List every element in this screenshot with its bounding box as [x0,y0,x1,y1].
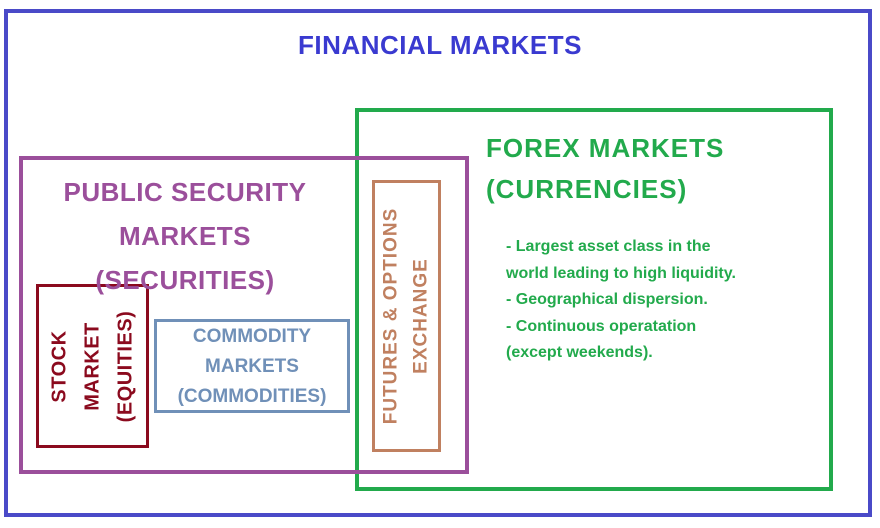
forex-bullet: (except weekends). [506,344,653,361]
commodity-line2: MARKETS [205,356,299,377]
stock-line1: STOCK [48,329,71,403]
stock-market-label: STOCK MARKET (EQUITIES) [39,287,146,445]
commodity-title: COMMODITY MARKETS (COMMODITIES) [157,322,347,412]
public-security-line3: (SECURITIES) [95,265,275,295]
public-security-line1: PUBLIC SECURITY [63,177,307,207]
futures-options-box [372,180,441,452]
diagram-title: FINANCIAL MARKETS [298,30,582,60]
forex-title-line2: (CURRENCIES) [486,174,688,204]
financial-markets-box [4,9,872,517]
forex-title-line1: FOREX MARKETS [486,133,725,163]
stock-market-box [36,284,149,448]
public-security-markets-box [19,156,469,474]
commodity-markets-box [154,319,350,413]
forex-bullet: - Geographical dispersion. [506,291,708,308]
public-security-line2: MARKETS [118,221,252,251]
forex-bullet: - Largest asset class in the [506,238,711,255]
futures-line1: FUTURES & OPTIONS [380,207,402,425]
forex-title: FOREX MARKETS (CURRENCIES) [486,128,724,210]
forex-bullet: world leading to high liquidity. [506,264,736,282]
forex-bullet: - Continuous operatation [506,317,697,335]
commodity-line3: (COMMODITIES) [177,386,327,407]
stock-line2: MARKET [81,321,104,411]
futures-options-label: FUTURES & OPTIONS EXCHANGE [375,183,438,449]
commodity-line1: COMMODITY [192,326,312,347]
forex-bullet-list: - Largest asset class in the world leadi… [506,234,736,367]
forex-markets-box [355,108,833,491]
futures-line2: EXCHANGE [410,258,432,374]
public-security-title: PUBLIC SECURITY MARKETS (SECURITIES) [35,170,335,302]
stock-line3: (EQUITIES) [114,310,137,422]
